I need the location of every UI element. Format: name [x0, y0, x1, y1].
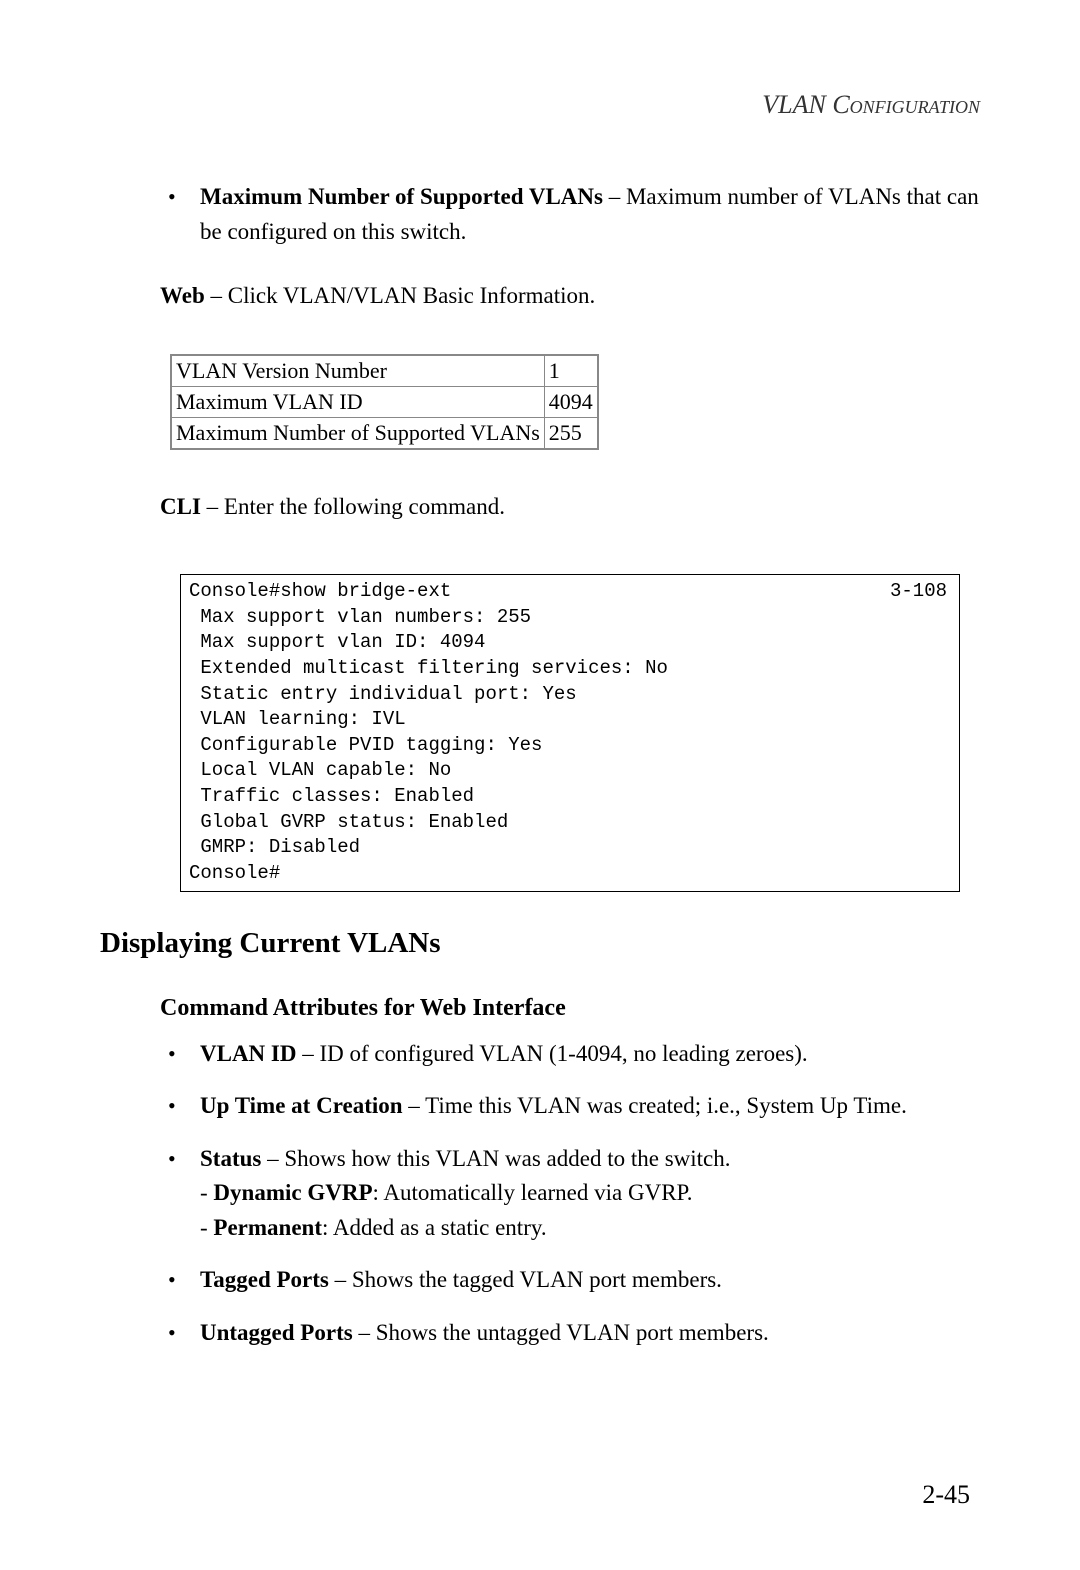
sub-label: Dynamic GVRP	[213, 1180, 372, 1205]
attr-sub: - Dynamic GVRP: Automatically learned vi…	[200, 1176, 980, 1211]
attr-bullet: Tagged Ports – Shows the tagged VLAN por…	[160, 1263, 980, 1298]
table-cell-value: 4094	[544, 386, 598, 417]
attr-desc: – Shows the tagged VLAN port members.	[329, 1267, 722, 1292]
sub-desc: : Added as a static entry.	[322, 1215, 547, 1240]
web-text: – Click VLAN/VLAN Basic Information.	[205, 283, 596, 308]
attributes-list: VLAN ID – ID of configured VLAN (1-4094,…	[160, 1037, 980, 1351]
attr-bullet: VLAN ID – ID of configured VLAN (1-4094,…	[160, 1037, 980, 1072]
attr-desc: – Time this VLAN was created; i.e., Syst…	[403, 1093, 907, 1118]
attr-label: Status	[200, 1146, 261, 1171]
table-row: VLAN Version Number 1	[171, 355, 598, 387]
attr-bullet: Untagged Ports – Shows the untagged VLAN…	[160, 1316, 980, 1351]
attr-label: VLAN ID	[200, 1041, 296, 1066]
table-row: Maximum Number of Supported VLANs 255	[171, 417, 598, 449]
section-heading: Displaying Current VLANs	[100, 927, 980, 960]
web-prefix: Web	[160, 283, 205, 308]
table-cell-label: Maximum Number of Supported VLANs	[171, 417, 544, 449]
cli-prefix: CLI	[160, 494, 201, 519]
cli-instruction: CLI – Enter the following command.	[160, 490, 980, 525]
table-cell-value: 255	[544, 417, 598, 449]
table-cell-label: VLAN Version Number	[171, 355, 544, 387]
attr-label: Up Time at Creation	[200, 1093, 403, 1118]
sub-desc: : Automatically learned via GVRP.	[373, 1180, 693, 1205]
table-row: Maximum VLAN ID 4094	[171, 386, 598, 417]
sub-label: Permanent	[213, 1215, 322, 1240]
cli-text: – Enter the following command.	[201, 494, 505, 519]
table-cell-value: 1	[544, 355, 598, 387]
attr-bullet: Up Time at Creation – Time this VLAN was…	[160, 1089, 980, 1124]
attr-desc: – Shows how this VLAN was added to the s…	[261, 1146, 730, 1171]
cli-output-box: 3-108 Console#show bridge-ext Max support…	[180, 574, 960, 892]
attr-desc: – Shows the untagged VLAN port members.	[353, 1320, 769, 1345]
cli-output-text: Console#show bridge-ext Max support vlan…	[189, 580, 668, 884]
web-instruction: Web – Click VLAN/VLAN Basic Information.	[160, 279, 980, 314]
attr-bullet: Status – Shows how this VLAN was added t…	[160, 1142, 980, 1246]
table-cell-label: Maximum VLAN ID	[171, 386, 544, 417]
attr-desc: – ID of configured VLAN (1-4094, no lead…	[296, 1041, 807, 1066]
intro-bullet: Maximum Number of Supported VLANs – Maxi…	[160, 180, 980, 249]
intro-list: Maximum Number of Supported VLANs – Maxi…	[160, 180, 980, 249]
attr-sub: - Permanent: Added as a static entry.	[200, 1211, 980, 1246]
page-number: 2-45	[922, 1480, 970, 1510]
subsection-heading: Command Attributes for Web Interface	[160, 995, 980, 1022]
intro-bullet-label: Maximum Number of Supported VLANs	[200, 184, 603, 209]
attr-label: Tagged Ports	[200, 1267, 329, 1292]
page-header: VLAN Configuration	[100, 90, 980, 120]
attr-label: Untagged Ports	[200, 1320, 353, 1345]
header-title: VLAN Configuration	[762, 90, 980, 119]
cli-ref: 3-108	[890, 579, 947, 605]
vlan-info-table: VLAN Version Number 1 Maximum VLAN ID 40…	[170, 354, 599, 450]
